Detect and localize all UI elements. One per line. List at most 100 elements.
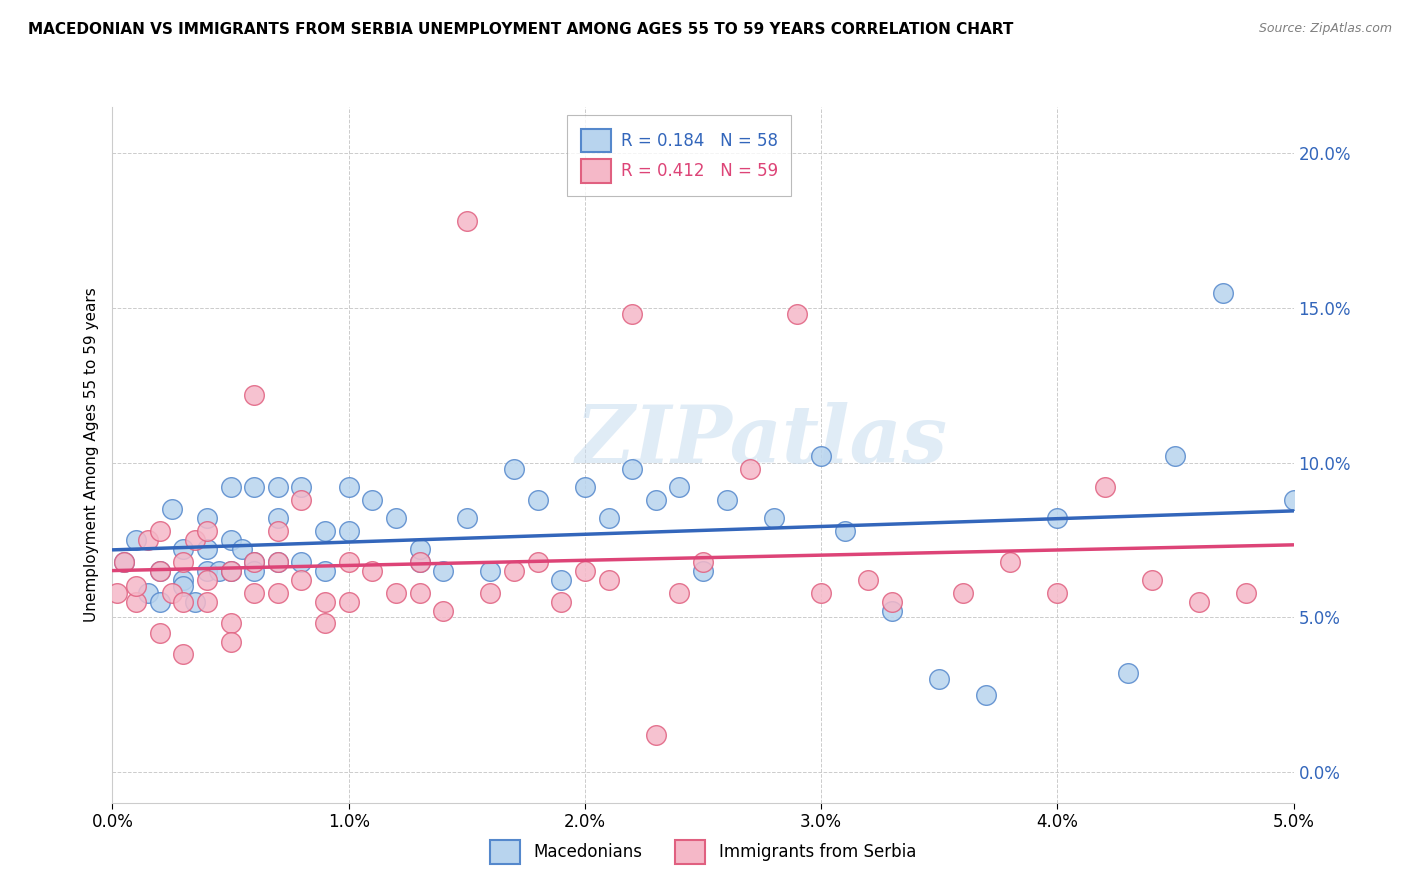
Point [928,672,950,686]
Point [149,595,172,609]
Point [267,555,290,569]
Point [105,585,128,599]
Point [290,492,312,507]
Point [172,573,194,587]
Point [243,555,266,569]
Point [1140,573,1163,587]
Point [195,595,218,609]
Point [172,579,194,593]
Point [290,480,312,494]
Point [195,524,218,538]
Point [880,595,903,609]
Point [160,585,183,599]
Point [644,492,666,507]
Point [526,492,548,507]
Text: Source: ZipAtlas.com: Source: ZipAtlas.com [1258,22,1392,36]
Point [550,595,572,609]
Point [858,573,880,587]
Point [810,450,832,464]
Point [136,585,159,599]
Point [998,555,1021,569]
Point [290,555,312,569]
Point [361,564,384,578]
Point [195,564,218,578]
Point [1188,595,1211,609]
Point [716,492,738,507]
Point [337,595,360,609]
Point [1164,450,1187,464]
Point [208,564,231,578]
Point [314,616,336,631]
Point [337,524,360,538]
Point [574,564,596,578]
Point [1046,585,1069,599]
Point [195,542,218,557]
Point [243,564,266,578]
Point [172,595,194,609]
Point [668,585,690,599]
Point [526,555,548,569]
Point [456,511,478,525]
Point [432,604,454,618]
Point [243,585,266,599]
Point [598,511,620,525]
Point [243,387,266,401]
Point [243,480,266,494]
Point [219,635,242,649]
Point [219,480,242,494]
Point [125,533,148,547]
Point [1094,480,1116,494]
Point [1116,665,1139,680]
Point [267,585,290,599]
Point [267,511,290,525]
Point [290,573,312,587]
Point [762,511,785,525]
Point [149,524,172,538]
Point [952,585,974,599]
Point [219,533,242,547]
Point [880,604,903,618]
Point [1212,285,1234,300]
Point [598,573,620,587]
Point [172,542,194,557]
Point [149,564,172,578]
Point [337,555,360,569]
Point [219,564,242,578]
Point [1234,585,1257,599]
Point [479,585,502,599]
Point [550,573,572,587]
Point [1046,511,1069,525]
Point [385,511,408,525]
Point [479,564,502,578]
Point [149,625,172,640]
Point [668,480,690,494]
Point [834,524,856,538]
Point [314,524,336,538]
Point [219,564,242,578]
Text: ZIPatlas: ZIPatlas [576,402,948,480]
Point [112,555,135,569]
Point [267,555,290,569]
Point [184,595,207,609]
Point [408,542,430,557]
Point [456,214,478,228]
Point [432,564,454,578]
Point [136,533,159,547]
Point [195,573,218,587]
Point [184,533,207,547]
Point [408,585,430,599]
Point [172,648,194,662]
Point [574,480,596,494]
Point [125,579,148,593]
Legend: Macedonians, Immigrants from Serbia: Macedonians, Immigrants from Serbia [481,831,925,872]
Point [408,555,430,569]
Point [172,555,194,569]
Point [195,511,218,525]
Point [810,585,832,599]
Point [219,616,242,631]
Point [644,728,666,742]
Point [385,585,408,599]
Point [160,502,183,516]
Point [314,564,336,578]
Y-axis label: Unemployment Among Ages 55 to 59 years: Unemployment Among Ages 55 to 59 years [83,287,98,623]
